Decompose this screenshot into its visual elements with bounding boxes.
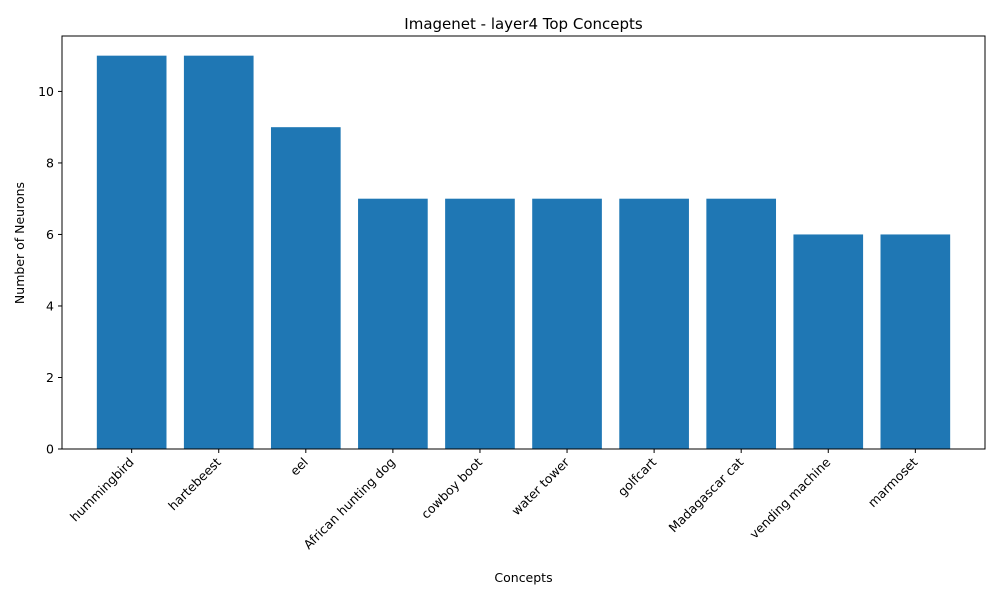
x-tick-label: marmoset bbox=[865, 454, 921, 510]
x-tick-label: eel bbox=[287, 455, 311, 479]
bar-vending-machine bbox=[793, 234, 864, 449]
bars-group bbox=[96, 55, 951, 450]
bar-african-hunting-dog bbox=[358, 198, 428, 449]
chart-title: Imagenet - layer4 Top Concepts bbox=[404, 15, 643, 33]
x-tick-label: African hunting dog bbox=[300, 455, 398, 553]
bar-hummingbird bbox=[96, 55, 167, 450]
bar-water-tower bbox=[532, 198, 602, 449]
y-tick-label: 6 bbox=[46, 227, 54, 242]
y-axis-ticks: 0 2 4 6 8 10 bbox=[38, 84, 62, 457]
x-tick-label: water tower bbox=[508, 454, 572, 518]
bar-golfcart bbox=[619, 198, 689, 449]
y-axis-label: Number of Neurons bbox=[12, 182, 27, 304]
x-tick-label: vending machine bbox=[746, 454, 833, 541]
x-tick-label: Madagascar cat bbox=[666, 454, 747, 535]
bar-madagascar-cat bbox=[706, 198, 777, 449]
bar-eel bbox=[270, 127, 341, 449]
y-tick-label: 2 bbox=[46, 370, 54, 385]
axes-frame bbox=[61, 35, 986, 450]
x-tick-label: hummingbird bbox=[67, 455, 137, 525]
y-tick-label: 8 bbox=[46, 155, 54, 170]
y-tick-label: 4 bbox=[46, 298, 54, 313]
plot-area-border bbox=[61, 35, 986, 450]
x-tick-label: cowboy boot bbox=[418, 454, 485, 521]
bar-hartebeest bbox=[183, 55, 254, 450]
bar-cowboy-boot bbox=[445, 198, 515, 449]
x-tick-label: golfcart bbox=[615, 454, 660, 499]
y-tick-label: 10 bbox=[38, 84, 54, 99]
y-tick-label: 0 bbox=[46, 442, 54, 457]
bar-marmoset bbox=[880, 234, 951, 449]
x-tick-label: hartebeest bbox=[165, 454, 224, 513]
x-axis-label: Concepts bbox=[494, 570, 552, 585]
